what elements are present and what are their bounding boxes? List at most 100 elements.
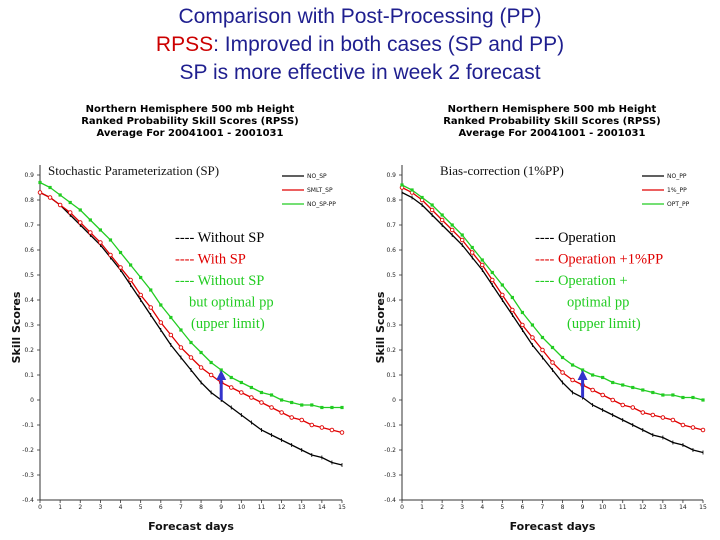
data-point bbox=[148, 305, 153, 310]
y-tick-label: -0.1 bbox=[22, 422, 34, 429]
x-tick-label: 8 bbox=[199, 504, 203, 511]
data-point bbox=[600, 392, 605, 398]
data-point bbox=[169, 315, 173, 320]
data-point bbox=[329, 427, 335, 433]
data-point bbox=[320, 405, 324, 410]
data-point bbox=[198, 365, 204, 370]
data-point bbox=[540, 347, 545, 353]
legend-entry: NO_SP-PP bbox=[307, 201, 336, 208]
data-point bbox=[611, 380, 615, 385]
data-point bbox=[680, 422, 686, 428]
y-tick-label: 0.8 bbox=[24, 197, 34, 204]
data-point bbox=[480, 262, 485, 268]
data-point bbox=[158, 320, 164, 325]
data-point bbox=[550, 360, 555, 365]
data-point bbox=[129, 263, 133, 267]
data-point bbox=[641, 388, 645, 392]
x-tick-label: 4 bbox=[480, 504, 484, 511]
data-point bbox=[700, 427, 706, 433]
data-point bbox=[590, 387, 595, 393]
x-tick-label: 3 bbox=[460, 504, 464, 511]
data-point bbox=[289, 415, 294, 420]
data-point bbox=[460, 233, 464, 237]
data-point bbox=[229, 375, 233, 380]
data-point bbox=[601, 375, 605, 380]
y-tick-label: -0.4 bbox=[384, 497, 396, 504]
x-tick-label: 15 bbox=[699, 504, 707, 511]
y-tick-label: 0.1 bbox=[386, 372, 396, 379]
annotation-line: optimal pp bbox=[567, 295, 629, 311]
data-point bbox=[139, 275, 143, 280]
legend-entry: SMLT_SP bbox=[307, 187, 333, 194]
data-point bbox=[209, 360, 213, 365]
y-tick-label: 0.5 bbox=[24, 272, 34, 279]
data-point bbox=[530, 335, 535, 340]
data-point bbox=[67, 210, 73, 215]
data-point bbox=[88, 218, 92, 222]
data-point bbox=[189, 340, 193, 345]
x-tick-label: 11 bbox=[258, 504, 266, 511]
y-tick-label: -0.2 bbox=[384, 447, 396, 454]
x-tick-label: 0 bbox=[38, 504, 42, 511]
x-axis-label: Forecast days bbox=[148, 520, 234, 533]
slide-title-line1: Comparison with Post-Processing (PP) bbox=[178, 5, 542, 28]
chart-title-line: Ranked Probability Skill Scores (RPSS) bbox=[443, 116, 661, 127]
data-point bbox=[450, 223, 454, 227]
data-point bbox=[279, 410, 284, 415]
data-point bbox=[469, 250, 475, 255]
data-point bbox=[269, 405, 274, 410]
data-point bbox=[671, 393, 675, 397]
legend-entry: NO_PP bbox=[667, 173, 687, 180]
data-point bbox=[570, 363, 575, 367]
y-tick-label: -0.2 bbox=[22, 447, 34, 454]
data-point bbox=[470, 245, 474, 250]
data-point bbox=[78, 220, 83, 225]
data-point bbox=[440, 213, 444, 217]
x-tick-label: 5 bbox=[139, 504, 143, 511]
data-point bbox=[410, 188, 414, 192]
data-point bbox=[530, 323, 535, 327]
x-tick-label: 0 bbox=[400, 504, 404, 511]
y-tick-label: 0.7 bbox=[24, 222, 34, 229]
chart-title-line: Average For 20041001 - 2001031 bbox=[459, 128, 646, 139]
data-point bbox=[560, 370, 565, 375]
y-tick-label: -0.3 bbox=[22, 472, 34, 479]
data-point bbox=[560, 355, 565, 360]
x-tick-label: 11 bbox=[619, 504, 627, 511]
y-tick-label: 0.3 bbox=[24, 322, 34, 329]
data-point bbox=[229, 385, 234, 390]
improvement-arrow-head bbox=[577, 370, 588, 380]
data-point bbox=[108, 238, 113, 242]
data-point bbox=[400, 183, 404, 187]
x-tick-label: 6 bbox=[159, 504, 163, 511]
y-tick-label: 0 bbox=[30, 397, 34, 404]
x-tick-label: 5 bbox=[500, 504, 504, 511]
data-point bbox=[631, 385, 635, 390]
data-point bbox=[621, 383, 625, 387]
data-point bbox=[439, 217, 445, 223]
chart-panel-1: Northern Hemisphere 500 mb HeightRanked … bbox=[10, 104, 346, 533]
data-point bbox=[300, 403, 304, 407]
y-axis-label: Skill Scores bbox=[10, 291, 23, 363]
data-point bbox=[681, 395, 685, 400]
data-point bbox=[58, 193, 62, 197]
data-point bbox=[640, 410, 646, 415]
data-point bbox=[78, 208, 82, 212]
y-tick-label: 0.8 bbox=[386, 197, 396, 204]
data-point bbox=[309, 422, 315, 428]
annotation-line: ---- Operation +1%PP bbox=[535, 252, 663, 268]
data-point bbox=[47, 195, 53, 200]
data-point bbox=[199, 350, 203, 355]
x-tick-label: 9 bbox=[219, 504, 223, 511]
annotation-line: (upper limit) bbox=[567, 316, 641, 332]
data-point bbox=[259, 400, 264, 405]
data-point bbox=[48, 185, 52, 190]
x-tick-label: 10 bbox=[238, 504, 246, 511]
inset-label: Bias-correction (1%PP) bbox=[440, 163, 564, 178]
data-point bbox=[650, 412, 656, 418]
chart-title-line: Average For 20041001 - 2001031 bbox=[97, 128, 284, 139]
data-point bbox=[98, 228, 102, 232]
rpss-label: RPSS bbox=[155, 33, 214, 56]
data-point bbox=[651, 390, 655, 395]
